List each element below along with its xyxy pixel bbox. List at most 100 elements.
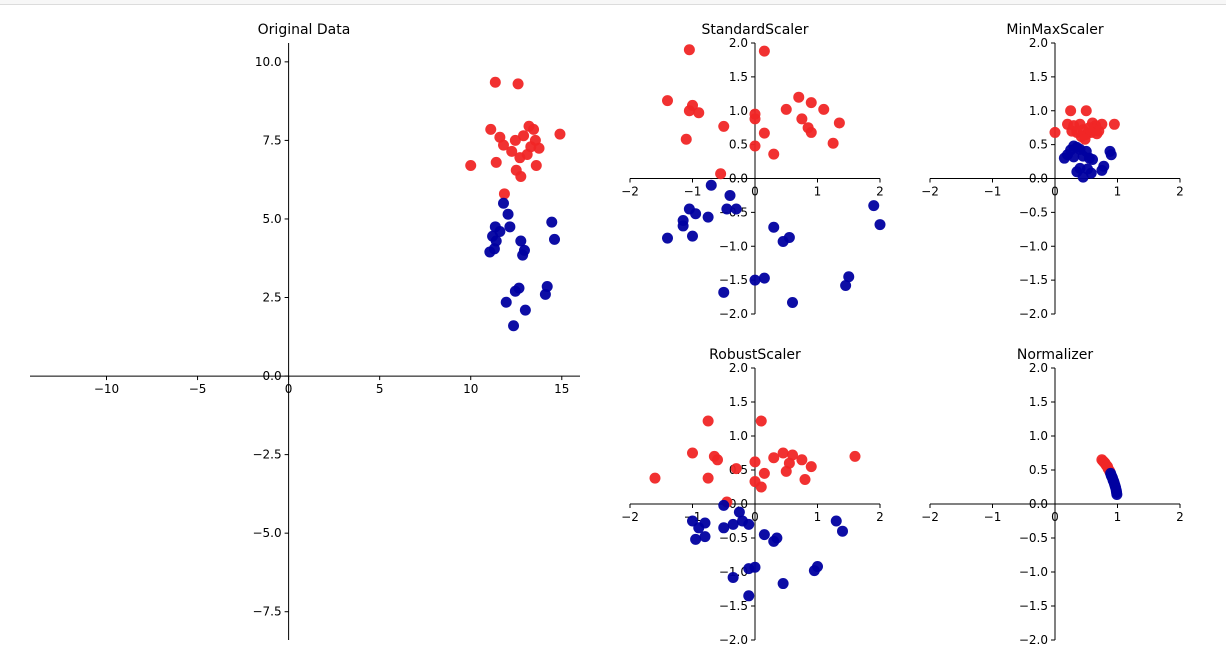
blue-data-point — [662, 232, 673, 244]
y-tick-label: 0.0 — [729, 497, 748, 511]
blue-data-point — [502, 208, 514, 220]
blue-data-point — [743, 563, 755, 575]
blue-data-point — [758, 272, 770, 284]
blue-data-point — [843, 271, 855, 283]
red-data-point — [805, 461, 817, 473]
red-data-point — [528, 123, 540, 135]
red-data-point — [796, 454, 808, 466]
red-data-point — [718, 120, 730, 132]
blue-data-point — [539, 288, 551, 300]
blue-data-point — [727, 571, 739, 583]
red-data-point — [799, 474, 811, 486]
blue-data-point — [484, 246, 496, 258]
blue-data-point — [743, 518, 755, 530]
x-tick-label: 0 — [751, 185, 759, 199]
red-data-point — [533, 142, 545, 154]
x-tick-label: 2 — [1176, 185, 1184, 199]
y-tick-label: −0.5 — [1019, 531, 1048, 545]
red-data-point — [683, 105, 695, 117]
blue-data-point — [1098, 160, 1110, 172]
red-data-point — [805, 126, 817, 138]
blue-data-point — [693, 522, 705, 534]
red-data-point — [730, 463, 742, 475]
blue-data-point — [768, 221, 780, 233]
x-tick-label: 0 — [751, 510, 759, 524]
y-tick-label: 1.5 — [1029, 395, 1048, 409]
y-tick-label: 1.5 — [729, 395, 748, 409]
blue-data-point — [519, 304, 531, 316]
red-data-point — [780, 103, 792, 115]
x-tick-label: −1 — [684, 185, 702, 199]
y-tick-label: −1.5 — [1019, 273, 1048, 287]
y-tick-label: −2.0 — [1019, 307, 1048, 321]
y-tick-label: −1.5 — [1019, 599, 1048, 613]
y-tick-label: 0.0 — [263, 369, 282, 383]
blue-data-point — [724, 189, 736, 201]
red-data-point — [818, 103, 830, 115]
red-data-point — [702, 415, 714, 427]
blue-data-point — [840, 280, 852, 292]
y-tick-label: −2.0 — [719, 633, 748, 647]
blue-data-point — [777, 578, 789, 590]
blue-data-point — [721, 203, 733, 215]
blue-data-point — [515, 235, 527, 247]
x-tick-label: 15 — [554, 382, 569, 396]
red-data-point — [749, 140, 761, 152]
red-data-point — [465, 160, 477, 172]
blue-data-point — [498, 197, 510, 209]
red-data-point — [827, 137, 839, 149]
x-tick-label: 2 — [876, 510, 884, 524]
y-tick-label: −1.0 — [719, 239, 748, 253]
y-tick-label: −1.0 — [1019, 239, 1048, 253]
blue-data-point — [758, 529, 770, 541]
blue-data-point — [687, 230, 698, 242]
red-data-point — [1080, 105, 1092, 117]
panel-standard-scaler: StandardScaler −2−1012−2.0−1.5−1.0−0.50.… — [621, 22, 886, 321]
red-data-point — [777, 447, 789, 459]
red-data-point — [683, 44, 695, 56]
red-data-point — [715, 168, 727, 180]
red-data-point — [680, 133, 692, 145]
red-data-point — [498, 188, 510, 200]
blue-data-point — [1111, 488, 1123, 500]
red-data-point — [1049, 126, 1061, 138]
red-data-point — [758, 127, 770, 139]
panel-title: MinMaxScaler — [1006, 22, 1103, 38]
blue-data-point — [549, 233, 561, 245]
y-tick-label: 0.0 — [1029, 172, 1048, 186]
panel-title: StandardScaler — [701, 22, 808, 38]
y-tick-label: −1.0 — [1019, 565, 1048, 579]
blue-data-point — [677, 220, 689, 232]
blue-data-point — [787, 296, 798, 308]
red-data-point — [780, 465, 792, 477]
panel-normalizer: Normalizer −2 −1 0 1 2 −2.0 −1.5 −1.0 −0.5 0.0 0.5… — [921, 347, 1184, 647]
x-tick-label: 1 — [814, 185, 822, 199]
blue-data-point — [718, 499, 730, 511]
x-tick-label: 0 — [1051, 185, 1059, 199]
blue-data-point — [690, 208, 702, 220]
red-data-point — [509, 134, 521, 146]
blue-data-point — [508, 320, 520, 332]
y-tick-label: −2.0 — [1019, 633, 1048, 647]
panel-title: Normalizer — [1017, 347, 1094, 363]
blue-data-point — [504, 221, 516, 233]
y-tick-label: 0.5 — [1029, 463, 1048, 477]
red-data-point — [796, 113, 808, 125]
x-tick-label: −2 — [621, 510, 639, 524]
blue-data-point — [1105, 149, 1117, 161]
x-tick-label: 0 — [1051, 510, 1059, 524]
panel-title: Original Data — [258, 22, 351, 38]
red-data-point — [554, 128, 566, 140]
red-data-point — [485, 123, 497, 135]
y-tick-label: 0.0 — [1029, 497, 1048, 511]
notebook-output-border — [0, 0, 1226, 5]
x-tick-label: 0 — [285, 382, 293, 396]
y-tick-label: 0.0 — [729, 172, 748, 186]
blue-data-point — [702, 211, 714, 223]
blue-data-point — [517, 249, 529, 261]
y-tick-label: 10.0 — [255, 55, 282, 69]
x-tick-label: 1 — [1114, 185, 1122, 199]
blue-data-point — [1077, 171, 1089, 183]
blue-data-point — [1085, 167, 1097, 179]
red-data-point — [693, 107, 705, 119]
